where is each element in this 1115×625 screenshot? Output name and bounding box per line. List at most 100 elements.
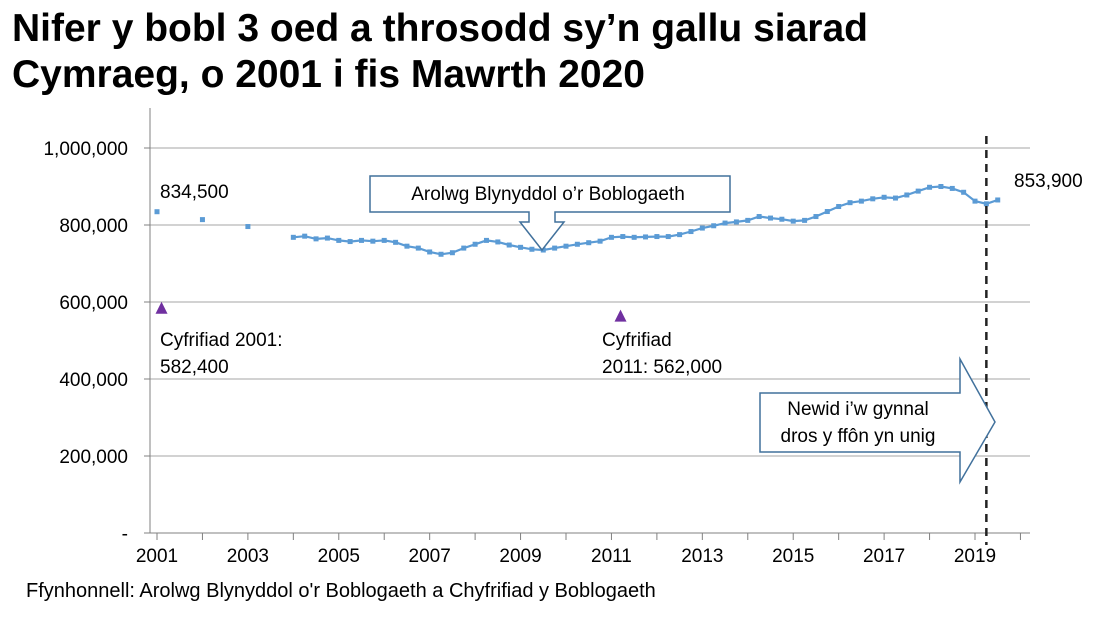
aps-point: [665, 234, 671, 240]
aps-point: [915, 188, 921, 194]
x-tick-label: 2019: [954, 546, 996, 567]
aps-point: [983, 201, 989, 207]
aps-point: [495, 239, 501, 245]
aps-point: [540, 247, 546, 253]
aps-point: [711, 223, 717, 229]
chart-title-line-2: Cymraeg, o 2001 i fis Mawrth 2020: [12, 53, 645, 96]
aps-point: [461, 245, 467, 251]
aps-point: [449, 250, 455, 256]
x-tick-label: 2005: [318, 546, 360, 567]
aps-point: [438, 251, 444, 257]
aps-point: [620, 234, 626, 240]
aps-point: [472, 241, 478, 247]
aps-point: [563, 243, 569, 249]
aps-point: [688, 229, 694, 235]
census-point: [614, 309, 627, 322]
aps-point: [836, 204, 842, 210]
aps-point: [756, 214, 762, 220]
aps-point: [506, 242, 512, 248]
aps-point: [529, 246, 535, 252]
aps-point: [677, 232, 683, 238]
chart-title-line-1: Nifer y bobl 3 oed a throsodd sy’n gallu…: [12, 7, 869, 50]
x-tick-label: 2015: [772, 546, 814, 567]
aps-point: [393, 239, 399, 245]
chart-plot: - 200,000 400,000 600,000 800,000 1,000,000 20…: [43, 108, 1083, 567]
aps-point: [586, 240, 592, 246]
gridlines: [150, 147, 1030, 457]
aps-point: [631, 234, 637, 240]
aps-point: [370, 238, 376, 244]
axes: - 200,000 400,000 600,000 800,000 1,000,000 20…: [43, 108, 1030, 567]
y-tick-label: 800,000: [59, 216, 128, 237]
aps-point: [824, 209, 830, 215]
aps-point: [427, 249, 433, 255]
census-2011-label-1: Cyfrifiad: [602, 330, 672, 351]
aps-point: [802, 217, 808, 223]
aps-point: [972, 198, 978, 204]
aps-point: [199, 217, 205, 223]
census-2001-label-1: Cyfrifiad 2001:: [160, 330, 283, 351]
aps-point: [881, 194, 887, 200]
y-tick-label: 1,000,000: [43, 139, 128, 160]
aps-point: [904, 192, 910, 198]
x-tick-label: 2001: [136, 546, 178, 567]
aps-point: [858, 198, 864, 204]
aps-point: [643, 234, 649, 240]
aps-point: [245, 224, 251, 230]
census-2001-label-2: 582,400: [160, 357, 229, 378]
aps-point: [608, 234, 614, 240]
aps-point: [699, 225, 705, 231]
aps-point: [336, 237, 342, 243]
series-aps: [154, 184, 1001, 257]
phone-change-label-1: Newid i’w gynnal: [787, 399, 929, 420]
aps-point: [324, 235, 330, 241]
aps-point: [961, 189, 967, 195]
aps-point: [654, 234, 660, 240]
aps-callout-box: [369, 175, 731, 252]
x-tick-label: 2017: [863, 546, 905, 567]
aps-first-value-label: 834,500: [160, 182, 229, 203]
aps-point: [870, 196, 876, 202]
aps-point: [359, 237, 364, 243]
aps-last-value-label: 853,900: [1014, 171, 1083, 192]
series-census: [155, 301, 627, 322]
y-tick-label: 200,000: [59, 447, 128, 468]
y-tick-label: 400,000: [59, 370, 128, 391]
aps-point: [779, 216, 785, 222]
aps-point: [483, 237, 489, 243]
census-point: [155, 301, 168, 314]
aps-callout-label: Arolwg Blynyddol o’r Boblogaeth: [411, 184, 685, 205]
aps-point: [518, 244, 524, 250]
aps-point: [768, 215, 773, 221]
x-tick-label: 2013: [681, 546, 723, 567]
source-note: Ffynhonnell: Arolwg Blynyddol o'r Boblog…: [26, 580, 656, 602]
aps-point: [552, 245, 558, 251]
aps-point: [347, 239, 353, 245]
aps-point: [847, 200, 853, 206]
aps-point: [813, 214, 819, 220]
census-2011-label-2: 2011: 562,000: [602, 357, 722, 378]
aps-point: [892, 195, 898, 201]
aps-point: [949, 185, 955, 191]
aps-point: [927, 184, 933, 190]
aps-point: [745, 217, 751, 223]
aps-point: [938, 184, 944, 189]
aps-point: [154, 209, 160, 215]
y-tick-label: 600,000: [59, 293, 128, 314]
aps-point: [415, 245, 421, 251]
aps-point: [302, 233, 308, 239]
aps-point: [290, 234, 296, 240]
aps-point: [722, 220, 728, 226]
aps-point: [404, 243, 410, 249]
aps-point: [790, 218, 796, 224]
x-tick-label: 2007: [409, 546, 451, 567]
aps-point: [574, 241, 580, 247]
phone-change-arrow: [759, 356, 996, 485]
aps-point: [597, 238, 603, 244]
aps-point: [381, 237, 387, 243]
x-tick-label: 2011: [591, 546, 632, 567]
chart-title: Nifer y bobl 3 oed a throsodd sy’n gallu…: [12, 6, 1102, 98]
aps-point: [995, 197, 1001, 203]
aps-point: [733, 219, 739, 225]
y-tick-label: -: [122, 524, 128, 545]
